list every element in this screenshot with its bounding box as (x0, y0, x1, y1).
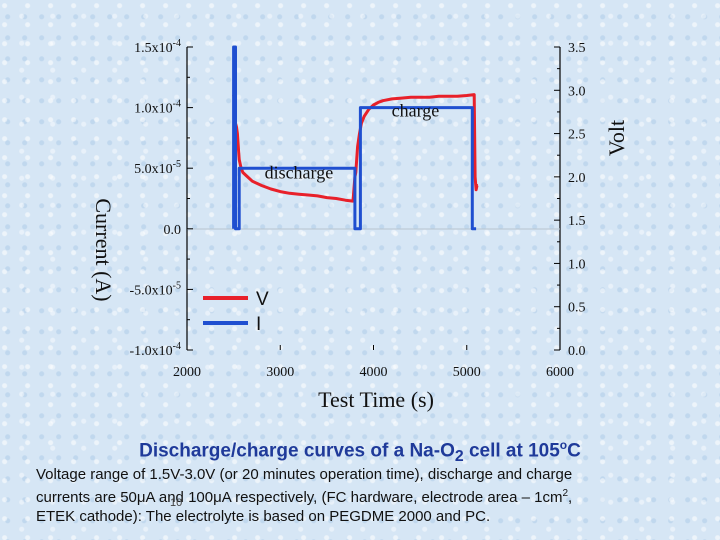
y-right-tick-label: 2.5 (568, 128, 586, 143)
caption-title-unit: C (567, 440, 581, 462)
plot-frame (186, 47, 561, 350)
caption-line-2-end: , (568, 489, 573, 506)
x-ticks: 2000 3000 4000 5000 6000 (173, 345, 574, 380)
annotation-charge: charge (392, 100, 440, 120)
x-tick-label: 6000 (546, 365, 574, 380)
y-right-tick-label: 3.0 (568, 84, 586, 99)
caption-line-2: currents are 50μA and 100μA respectively… (36, 484, 696, 507)
x-tick-label: 4000 (360, 365, 388, 380)
legend-label-v: V (256, 289, 269, 310)
y-left-tick-label: -1.0x10-4 (129, 341, 181, 359)
caption-title-subscript: 2 (454, 448, 464, 466)
y-right-tick-label: 0.5 (568, 301, 586, 316)
caption-line-2-text: currents are 50μA and 100μA respectively… (36, 489, 563, 506)
caption-line-2-sup: 2 (562, 488, 568, 499)
right-ticks: 3.5 3.0 2.5 2.0 1.5 1.0 0.5 0.0 (554, 41, 586, 359)
legend-label-i: I (256, 314, 261, 335)
y-left-tick-label: 5.0x10-5 (134, 159, 181, 177)
x-tick-label: 2000 (173, 365, 201, 380)
series-line-i (232, 45, 477, 231)
y-left-tick-label: 1.0x10-4 (134, 99, 181, 117)
caption-title-text: Discharge/charge curves of a Na-O (139, 440, 455, 462)
y-left-tick-label: 1.5x10-4 (134, 38, 181, 56)
annotation-discharge: discharge (265, 163, 334, 183)
caption-line-1: Voltage range of 1.5V-3.0V (or 20 minute… (36, 466, 573, 483)
page-number: 10 (170, 497, 183, 509)
y-axis-label-left: Current (A) (91, 198, 116, 301)
x-tick-label: 3000 (266, 365, 294, 380)
series-group (232, 45, 479, 231)
caption-title-degree: o (559, 438, 568, 452)
y-right-tick-label: 3.5 (568, 41, 586, 56)
y-right-tick-label: 1.0 (568, 257, 586, 272)
y-left-tick-label: -5.0x10-5 (129, 280, 181, 298)
caption-body: Voltage range of 1.5V-3.0V (or 20 minute… (36, 465, 696, 526)
x-axis-label: Test Time (s) (318, 387, 434, 412)
x-tick-label: 5000 (453, 365, 481, 380)
y-right-tick-label: 2.0 (568, 171, 586, 186)
y-right-tick-label: 0.0 (568, 344, 586, 359)
chart: 1.5x10-4 1.0x10-4 5.0x10-5 0.0 -5.0x10-5 -1.0… (91, 38, 629, 412)
annotations: charge discharge (265, 100, 440, 182)
caption-line-3: ETEK cathode): The electrolyte is based … (36, 508, 491, 525)
left-ticks: 1.5x10-4 1.0x10-4 5.0x10-5 0.0 -5.0x10-5 -1.0… (129, 38, 193, 359)
caption-title-text-mid: cell at 105 (463, 440, 560, 462)
legend: V I (203, 289, 269, 335)
caption-title: Discharge/charge curves of a Na-O2 cell … (0, 438, 720, 466)
y-left-tick-label: 0.0 (164, 223, 182, 238)
y-axis-label-right: Volt (604, 120, 629, 156)
y-right-tick-label: 1.5 (568, 214, 586, 229)
